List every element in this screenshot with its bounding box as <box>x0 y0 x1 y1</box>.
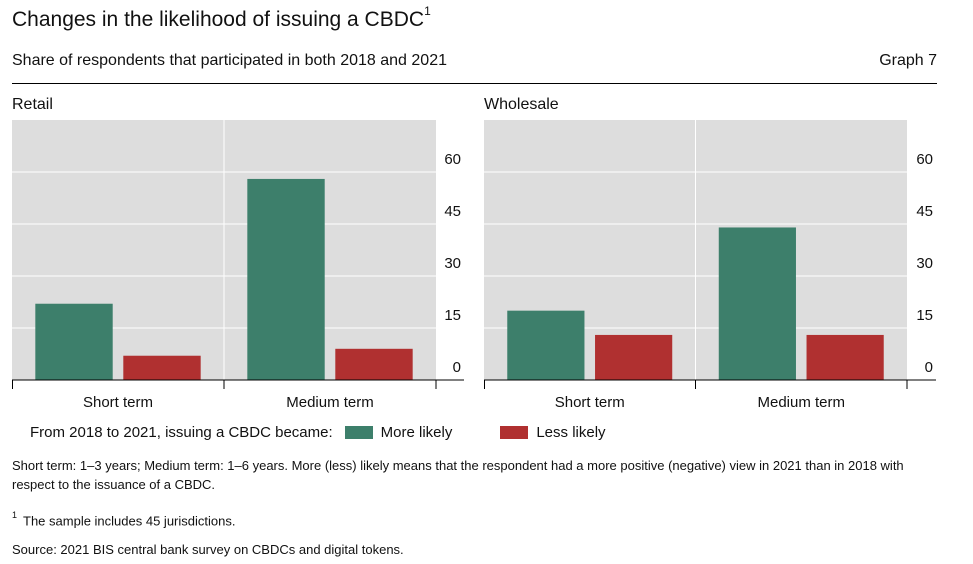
retail-y-tick-label: 45 <box>444 203 461 220</box>
wholesale-y-tick-label: 30 <box>916 255 933 272</box>
chart-canvas: Short term Medium term 0 15 30 45 60 Short term… <box>12 120 936 411</box>
footnote-text: The sample includes 45 jurisdictions. <box>23 513 236 529</box>
retail-y-tick-label: 15 <box>444 307 461 324</box>
retail-bar-medium-term-more-likely <box>247 178 325 380</box>
retail-bar-short-term-more-likely <box>35 303 113 380</box>
wholesale-y-tick-label: 15 <box>916 307 933 324</box>
wholesale-bar-medium-term-less-likely <box>806 334 884 380</box>
legend: From 2018 to 2021, issuing a CBDC became… <box>30 424 606 441</box>
title-footnote-marker: 1 <box>424 4 431 18</box>
chart-title: Changes in the likelihood of issuing a C… <box>12 4 431 32</box>
legend-item-more-likely: More likely <box>344 424 453 441</box>
wholesale-panel-title: Wholesale <box>484 96 559 113</box>
wholesale-y-tick-label: 60 <box>916 151 933 168</box>
chart-subtitle: Share of respondents that participated i… <box>12 52 447 69</box>
less-likely-swatch <box>500 426 529 439</box>
definition-note: Short term: 1–3 years; Medium term: 1–6 … <box>12 458 904 492</box>
retail-bar-short-term-less-likely <box>123 355 201 380</box>
retail-panel-title: Retail <box>12 96 53 113</box>
source-note: Source: 2021 BIS central bank survey on … <box>12 542 404 557</box>
retail-y-tick-label: 60 <box>444 151 461 168</box>
legend-prefix: From 2018 to 2021, issuing a CBDC became… <box>30 424 333 441</box>
wholesale-y-tick-label: 45 <box>916 203 933 220</box>
retail-y-tick-label: 0 <box>453 359 461 376</box>
wholesale-y-tick-label: 0 <box>925 359 933 376</box>
more-likely-swatch <box>344 426 373 439</box>
more-likely-label: More likely <box>380 424 453 441</box>
footnote: 1 The sample includes 45 jurisdictions. <box>12 508 942 530</box>
wholesale-bar-medium-term-more-likely <box>718 227 796 380</box>
retail-category-label: Short term <box>83 394 153 411</box>
legend-item-less-likely: Less likely <box>500 424 606 441</box>
graph-number: Graph 7 <box>879 52 937 69</box>
footnote-marker: 1 <box>12 510 18 520</box>
title-text: Changes in the likelihood of issuing a C… <box>12 8 425 31</box>
wholesale-category-label: Medium term <box>757 394 845 411</box>
wholesale-bar-short-term-more-likely <box>507 310 585 380</box>
wholesale-bar-short-term-less-likely <box>595 334 673 380</box>
retail-category-label: Medium term <box>286 394 374 411</box>
retail-y-tick-label: 30 <box>444 255 461 272</box>
header-rule <box>12 83 937 84</box>
wholesale-category-label: Short term <box>555 394 625 411</box>
retail-bar-medium-term-less-likely <box>335 348 413 380</box>
less-likely-label: Less likely <box>536 424 606 441</box>
